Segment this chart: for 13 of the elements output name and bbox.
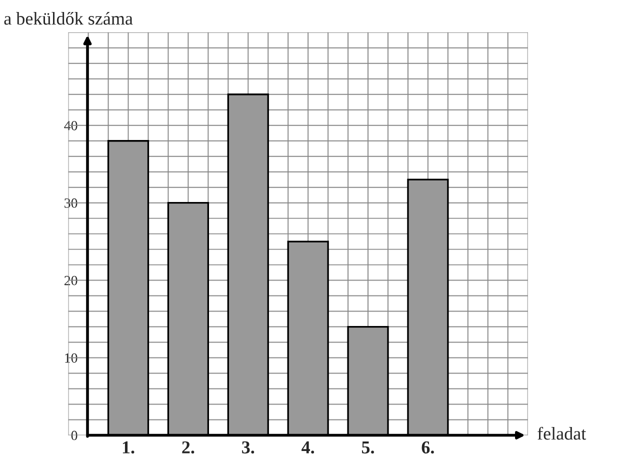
x-tick-label: 6. xyxy=(422,441,434,454)
x-axis-title: feladat xyxy=(538,426,586,440)
y-tick-label: 30 xyxy=(64,198,78,208)
x-tick-label: 2. xyxy=(182,441,194,454)
y-tick-label: 0 xyxy=(71,430,78,440)
y-tick-label: 40 xyxy=(64,120,78,130)
x-tick-label: 5. xyxy=(362,441,374,454)
x-tick-label: 3. xyxy=(242,441,254,454)
y-tick-label: 10 xyxy=(65,353,78,363)
y-tick-label: 20 xyxy=(64,276,78,286)
x-tick-label: 1. xyxy=(122,441,134,454)
x-tick-label: 4. xyxy=(302,441,314,454)
y-axis-title: a beküldők száma xyxy=(4,12,133,25)
